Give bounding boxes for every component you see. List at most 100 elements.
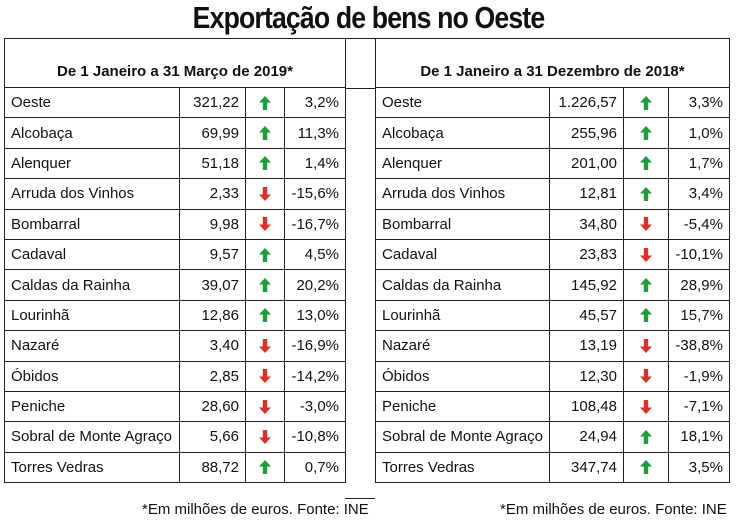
table-header: De 1 Janeiro a 31 Dezembro de 2018* xyxy=(375,38,730,88)
region-name: Torres Vedras xyxy=(4,451,180,484)
change-percent: -10,1% xyxy=(667,238,730,271)
change-percent: 28,9% xyxy=(667,269,730,301)
region-name: Óbidos xyxy=(4,360,180,392)
export-value: 34,80 xyxy=(548,208,624,240)
arrow-down-icon xyxy=(245,178,285,210)
change-percent: -1,9% xyxy=(667,360,730,392)
table-row: Alcobaça 255,96 1,0% xyxy=(375,117,730,149)
change-percent: 3,5% xyxy=(667,451,730,484)
change-percent: -15,6% xyxy=(284,178,346,210)
export-value: 28,60 xyxy=(179,390,246,423)
export-value: 321,22 xyxy=(179,86,246,119)
region-name: Sobral de Monte Agraço xyxy=(375,421,550,453)
change-percent: -38,8% xyxy=(667,330,730,362)
arrow-up-icon xyxy=(245,86,285,119)
change-percent: 4,5% xyxy=(284,238,346,271)
region-name: Óbidos xyxy=(375,360,550,392)
export-value: 1.226,57 xyxy=(548,86,624,119)
export-value: 12,86 xyxy=(179,299,246,332)
table-row: Caldas da Rainha 39,07 20,2% xyxy=(4,269,346,301)
change-percent: -5,4% xyxy=(667,208,730,240)
change-percent: -16,9% xyxy=(284,330,346,362)
arrow-down-icon xyxy=(245,330,285,362)
region-name: Bombarral xyxy=(375,208,550,240)
region-name: Nazaré xyxy=(375,330,550,362)
region-name: Caldas da Rainha xyxy=(4,269,180,301)
table-row: Nazaré 13,19 -38,8% xyxy=(375,330,730,362)
export-value: 23,83 xyxy=(548,238,624,271)
arrow-up-icon xyxy=(622,269,669,301)
export-value: 69,99 xyxy=(179,117,246,149)
table-row: Alenquer 201,00 1,7% xyxy=(375,147,730,180)
region-name: Alcobaça xyxy=(4,117,180,149)
export-value: 45,57 xyxy=(548,299,624,332)
table-row: Bombarral 9,98 -16,7% xyxy=(4,208,346,240)
export-value: 3,40 xyxy=(179,330,246,362)
arrow-down-icon xyxy=(622,390,669,423)
arrow-up-icon xyxy=(622,451,669,484)
footnote: *Em milhões de euros. Fonte: INE xyxy=(142,501,369,518)
table-row: Caldas da Rainha 145,92 28,9% xyxy=(375,269,730,301)
change-percent: -10,8% xyxy=(284,421,346,453)
table-header: De 1 Janeiro a 31 Março de 2019* xyxy=(4,38,346,88)
change-percent: 15,7% xyxy=(667,299,730,332)
change-percent: -3,0% xyxy=(284,390,346,423)
region-name: Torres Vedras xyxy=(375,451,550,484)
export-value: 39,07 xyxy=(179,269,246,301)
region-name: Sobral de Monte Agraço xyxy=(4,421,180,453)
footnote: *Em milhões de euros. Fonte: INE xyxy=(500,501,727,518)
change-percent: -14,2% xyxy=(284,360,346,392)
table-row: Torres Vedras 347,74 3,5% xyxy=(375,451,730,484)
region-name: Caldas da Rainha xyxy=(375,269,550,301)
change-percent: 20,2% xyxy=(284,269,346,301)
arrow-up-icon xyxy=(245,117,285,149)
arrow-down-icon xyxy=(622,238,669,271)
change-percent: 3,3% xyxy=(667,86,730,119)
export-value: 145,92 xyxy=(548,269,624,301)
table-row: Lourinhã 45,57 15,7% xyxy=(375,299,730,332)
change-percent: 0,7% xyxy=(284,451,346,484)
arrow-up-icon xyxy=(622,421,669,453)
region-name: Alenquer xyxy=(4,147,180,180)
region-name: Arruda dos Vinhos xyxy=(4,178,180,210)
region-name: Peniche xyxy=(375,390,550,423)
arrow-down-icon xyxy=(245,208,285,240)
arrow-up-icon xyxy=(622,178,669,210)
table-row: Cadaval 9,57 4,5% xyxy=(4,238,346,271)
export-value: 12,30 xyxy=(548,360,624,392)
page-title: Exportação de bens no Oeste xyxy=(192,0,545,35)
table-row: Torres Vedras 88,72 0,7% xyxy=(4,451,346,484)
table-row: Óbidos 2,85 -14,2% xyxy=(4,360,346,392)
table-year-2018: De 1 Janeiro a 31 Dezembro de 2018* Oest… xyxy=(375,38,730,484)
arrow-up-icon xyxy=(245,299,285,332)
export-value: 13,19 xyxy=(548,330,624,362)
table-row: Bombarral 34,80 -5,4% xyxy=(375,208,730,240)
table-row: Peniche 28,60 -3,0% xyxy=(4,390,346,423)
table-row: Nazaré 3,40 -16,9% xyxy=(4,330,346,362)
export-value: 9,57 xyxy=(179,238,246,271)
table-row: Arruda dos Vinhos 12,81 3,4% xyxy=(375,178,730,210)
arrow-up-icon xyxy=(622,117,669,149)
arrow-down-icon xyxy=(245,421,285,453)
region-name: Peniche xyxy=(4,390,180,423)
table-divider xyxy=(345,38,375,499)
arrow-down-icon xyxy=(245,360,285,392)
change-percent: -16,7% xyxy=(284,208,346,240)
export-value: 12,81 xyxy=(548,178,624,210)
change-percent: 13,0% xyxy=(284,299,346,332)
export-value: 2,85 xyxy=(179,360,246,392)
export-value: 51,18 xyxy=(179,147,246,180)
export-value: 108,48 xyxy=(548,390,624,423)
change-percent: 18,1% xyxy=(667,421,730,453)
region-name: Alenquer xyxy=(375,147,550,180)
region-name: Lourinhã xyxy=(4,299,180,332)
export-value: 347,74 xyxy=(548,451,624,484)
region-name: Oeste xyxy=(375,86,550,119)
export-value: 24,94 xyxy=(548,421,624,453)
table-row: Sobral de Monte Agraço 24,94 18,1% xyxy=(375,421,730,453)
table-row: Lourinhã 12,86 13,0% xyxy=(4,299,346,332)
region-name: Oeste xyxy=(4,86,180,119)
region-name: Nazaré xyxy=(4,330,180,362)
export-value: 201,00 xyxy=(548,147,624,180)
arrow-up-icon xyxy=(622,299,669,332)
